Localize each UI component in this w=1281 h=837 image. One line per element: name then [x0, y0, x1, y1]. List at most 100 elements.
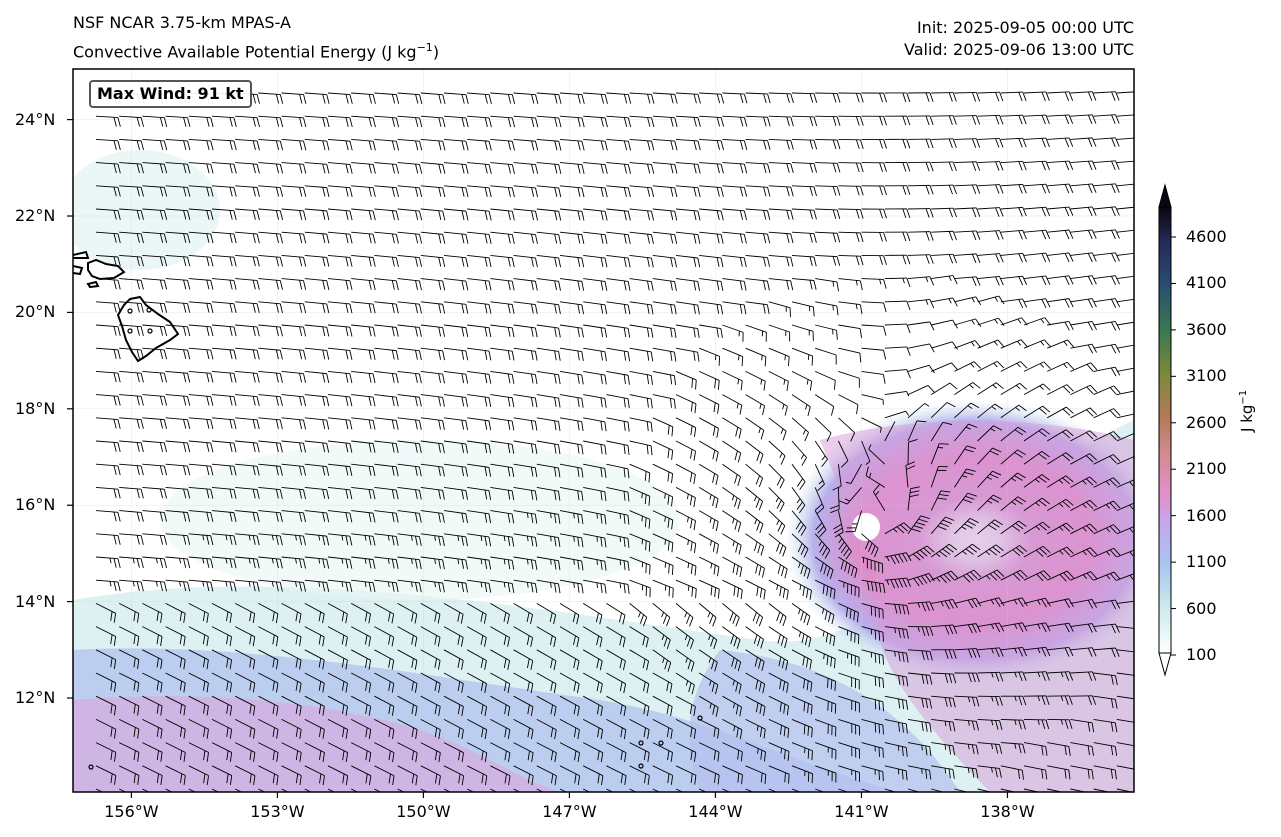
wind-barb-feather [1135, 207, 1139, 216]
wind-barb-feather [716, 327, 719, 338]
wind-barb-feather [395, 327, 399, 337]
wind-barb-feather [925, 208, 930, 218]
wind-barb-feather [511, 234, 515, 244]
valid-time: Valid: 2025-09-06 13:00 UTC [903, 40, 1134, 59]
wind-barb-feather [968, 423, 978, 428]
wind-barb-feather [647, 187, 651, 197]
wind-barb-shaft [838, 347, 860, 354]
wind-barb-feather [763, 93, 767, 104]
wind-barb-feather [627, 281, 631, 291]
wind-barb-feather [967, 672, 972, 683]
wind-barb-feather [1065, 475, 1074, 483]
field-title: Convective Available Potential Energy (J… [73, 39, 439, 61]
wind-barb-half-feather [991, 672, 994, 678]
wind-barb-feather [488, 94, 492, 104]
wind-barb-feather [972, 543, 981, 551]
wind-barb-feather [716, 163, 720, 174]
wind-barb-feather [1135, 652, 1137, 661]
wind-barb-feather [511, 94, 516, 104]
wind-barb-half-feather [1106, 551, 1111, 556]
wind-barb-feather [807, 726, 810, 736]
wind-barb-half-feather [799, 584, 802, 591]
wind-barb-feather [600, 752, 604, 763]
wind-barb-feather [187, 256, 191, 267]
wind-barb-feather [627, 515, 630, 525]
wind-barb-feather [651, 211, 654, 221]
wind-barb-feather [890, 555, 896, 565]
wind-barb-feather [210, 535, 214, 546]
wind-barb-shaft [235, 788, 243, 792]
wind-barb-feather [388, 681, 391, 691]
wind-barb-feather [717, 774, 720, 785]
wind-barb-feather [461, 280, 465, 290]
wind-barb-feather [210, 582, 214, 592]
wind-barb-feather [391, 613, 395, 624]
wind-barb-feather [345, 210, 349, 220]
wind-barb-feather [1020, 361, 1028, 369]
wind-barb-feather [415, 326, 418, 337]
wind-barb-feather [867, 581, 870, 591]
wind-barb-feather [113, 279, 117, 290]
wind-barb-feather [465, 467, 468, 477]
wind-barb-feather [999, 696, 1003, 706]
wind-barb-feather [574, 750, 577, 761]
wind-barb-feather [1062, 477, 1071, 485]
wind-barb-feather [140, 117, 144, 127]
wind-barb-feather [945, 546, 954, 553]
wind-barb-feather [989, 473, 999, 479]
wind-barb-shaft [838, 208, 861, 211]
wind-barb-feather [438, 257, 442, 267]
wind-barb-feather [488, 444, 492, 454]
wind-barb-feather [341, 635, 345, 645]
wind-barb-feather [809, 590, 812, 600]
wind-barb-feather [906, 255, 911, 265]
wind-barb-feather [878, 700, 881, 711]
wind-barb-feather [156, 704, 159, 714]
wind-barb-feather [368, 163, 372, 174]
wind-barb-feather [507, 164, 511, 174]
wind-barb-feather [806, 569, 811, 579]
wind-barb-feather [484, 327, 488, 337]
wind-barb-feather [136, 488, 140, 499]
wind-barb-feather [530, 327, 534, 337]
wind-barb-feather [530, 614, 533, 624]
wind-barb-shaft [142, 788, 150, 792]
wind-barb-feather [929, 699, 932, 709]
wind-barb-feather [1042, 545, 1051, 554]
wind-barb-feather [1111, 675, 1114, 685]
wind-barb-feather [739, 257, 743, 267]
wind-barb-feather [1062, 548, 1071, 556]
wind-barb-shaft [1140, 552, 1162, 557]
wind-barb-feather [883, 232, 887, 242]
wind-barb-feather [484, 350, 488, 360]
wind-barb-feather [203, 750, 206, 761]
wind-barb-feather [577, 350, 580, 361]
wind-barb-feather [874, 676, 877, 686]
wind-barb-feather [252, 349, 256, 360]
wind-barb-half-feather [780, 428, 784, 434]
wind-barb-feather [503, 612, 507, 622]
wind-barb-feather [713, 727, 716, 737]
wind-barb-feather [970, 402, 980, 409]
wind-barb-feather [1089, 523, 1098, 531]
wind-barb-feather [1038, 430, 1047, 437]
wind-barb-feather [256, 257, 260, 267]
wind-barb-feather [457, 635, 461, 645]
wind-barb-feather [534, 514, 538, 524]
wind-barb-feather [136, 186, 140, 197]
wind-barb-feather [785, 660, 789, 671]
wind-barb-feather [183, 581, 187, 592]
wind-barb-feather [894, 579, 900, 589]
wind-barb-feather [994, 598, 1001, 607]
wind-barb-feather [113, 465, 117, 475]
wind-barb-feather [484, 752, 488, 763]
wind-barb-feather [971, 207, 977, 218]
wind-barb-feather [1087, 114, 1093, 125]
wind-barb-feather [345, 280, 349, 290]
wind-barb-feather [883, 302, 887, 313]
wind-barb-feather [531, 187, 535, 197]
wind-barb-feather [442, 327, 446, 337]
wind-barb-feather [272, 634, 275, 645]
wind-barb-feather [345, 233, 349, 244]
wind-barb-feather [1062, 431, 1071, 439]
